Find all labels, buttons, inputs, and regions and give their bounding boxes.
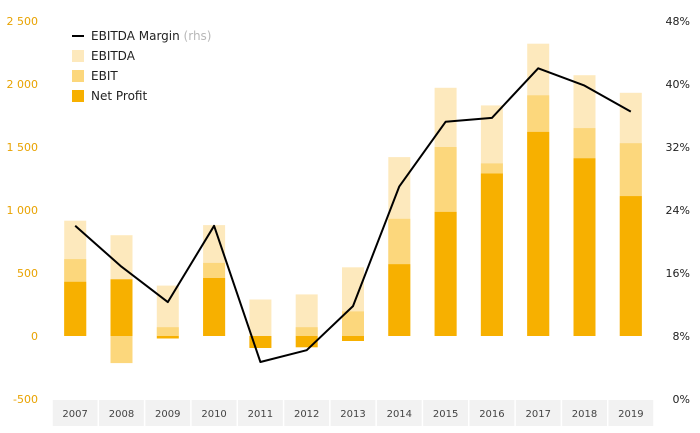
axis-labels: -500 0 500 1 000 1 500 2 000 2 500 0% 8% 16% 24% 32… [7,15,691,406]
y-right-tick-label: 40% [666,78,690,91]
y-right-tick-label: 8% [673,330,690,343]
x-tick-label-2009: 2009 [155,409,180,420]
y-right-tick-label: 32% [666,141,690,154]
y-left-tick-label: 500 [17,267,38,280]
y-left-tick-label: 1 500 [7,141,39,154]
bar-net-profit-2008 [110,279,133,336]
bar-net-profit-2012 [295,336,318,348]
y-right-tick-label: 48% [666,15,690,28]
bar-ebit-2012 [295,327,318,336]
x-tick-label-2010: 2010 [201,409,226,420]
bar-ebit-2013 [342,311,364,336]
x-tick-label-2008: 2008 [109,409,134,420]
legend-swatch-net-profit [72,90,84,102]
y-right-tick-label: 16% [666,267,690,280]
y-left-tick-label: -500 [13,393,38,406]
x-tick-label-2016: 2016 [479,409,504,420]
legend-label-ebitda: EBITDA [91,49,136,63]
legend: EBITDA Margin (rhs) EBITDA EBIT Net Profit [72,29,212,103]
x-tick-label-2018: 2018 [572,409,597,420]
legend-swatch-ebit [72,70,84,82]
x-tick-label-2011: 2011 [248,409,273,420]
legend-label-rhs: (rhs) [184,29,212,43]
bar-net-profit-2018 [573,158,596,336]
x-tick-label-2012: 2012 [294,409,319,420]
bar-ebit-2009 [156,327,179,336]
y-right-tick-label: 0% [673,393,690,406]
bar-net-profit-2007 [64,281,87,336]
bar-net-profit-2017 [527,131,550,336]
bar-ebitda-2012 [295,294,318,336]
y-left-tick-label: 2 000 [7,78,39,91]
bar-net-profit-2016 [480,173,503,336]
bar-net-profit-2013 [342,336,364,341]
bar-net-profit-2010 [203,278,226,336]
legend-label-ebit: EBIT [91,69,118,83]
bar-net-profit-2019 [619,196,642,336]
margin-line-layer [74,67,632,363]
bar-net-profit-2015 [434,211,457,336]
x-tick-label-2015: 2015 [433,409,458,420]
x-tick-label-2013: 2013 [340,409,365,420]
x-axis-band-bg [52,400,654,426]
x-tick-label-2007: 2007 [62,409,87,420]
legend-label-ebitda-margin: EBITDA Margin (rhs) [91,29,212,43]
x-axis-band: 2007 2008 2009 2010 2011 2012 2013 2014 2015 2016… [51,400,655,426]
x-tick-label-2019: 2019 [618,409,643,420]
y-right-tick-label: 24% [666,204,690,217]
bars-layer [64,43,642,364]
x-tick-label-2014: 2014 [387,409,412,420]
y-left-tick-label: 0 [31,330,38,343]
bar-net-profit-2014 [388,264,411,336]
bar-ebit-2008 [110,336,133,364]
y-left-tick-label: 2 500 [7,15,39,28]
legend-swatch-ebitda [72,50,84,62]
bar-ebitda-2011 [249,299,272,336]
y-left-tick-label: 1 000 [7,204,39,217]
legend-label-net-profit: Net Profit [91,89,147,103]
x-tick-label-2017: 2017 [526,409,551,420]
bar-net-profit-2009 [156,336,179,339]
